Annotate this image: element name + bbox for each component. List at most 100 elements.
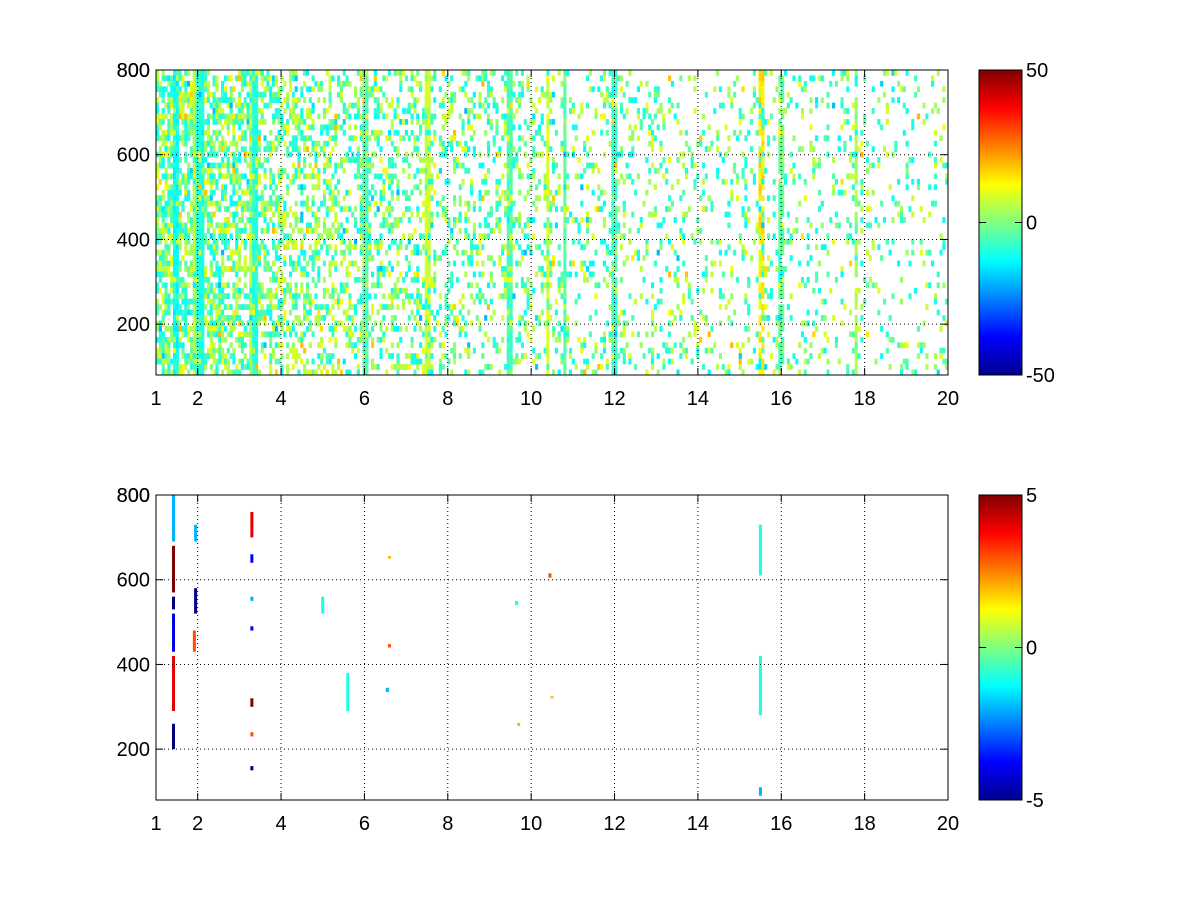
top-heatmap-cell — [195, 309, 199, 316]
top-heatmap-cell — [481, 293, 485, 300]
top-heatmap-cell — [537, 97, 541, 103]
top-heatmap-cell — [809, 255, 813, 261]
top-heatmap-cell — [563, 369, 567, 375]
top-heatmap-cell — [269, 309, 273, 316]
top-heatmap-cell — [305, 293, 310, 300]
top-heatmap-cell — [761, 293, 765, 300]
top-heatmap-cell — [662, 358, 666, 365]
top-heatmap-cell — [158, 86, 162, 93]
top-heatmap-cell — [404, 75, 409, 82]
top-heatmap-cell — [204, 233, 208, 240]
top-heatmap-cell — [311, 108, 315, 114]
top-heatmap-cell — [175, 195, 179, 202]
top-heatmap-cell — [387, 129, 392, 136]
top-heatmap-cell — [758, 168, 762, 174]
top-heatmap-cell — [229, 353, 233, 359]
top-heatmap-cell — [764, 304, 768, 310]
top-heatmap-cell — [682, 238, 686, 245]
top-heatmap-cell — [192, 217, 196, 223]
top-heatmap-cell — [325, 233, 329, 240]
top-heatmap-cell — [206, 168, 211, 174]
top-heatmap-cell — [407, 206, 411, 212]
top-heatmap-cell — [221, 184, 225, 191]
top-heatmap-cell — [585, 227, 590, 234]
top-heatmap-cell — [591, 129, 595, 136]
top-heatmap-cell — [305, 113, 310, 120]
top-heatmap-cell — [758, 70, 762, 76]
top-heatmap-cell — [390, 298, 394, 305]
top-heatmap-cell — [156, 304, 160, 310]
top-heatmap-cell — [240, 70, 244, 76]
top-heatmap-cell — [659, 276, 663, 283]
top-heatmap-cell — [501, 244, 505, 251]
top-heatmap-cell — [334, 135, 338, 142]
top-heatmap-cell — [288, 238, 293, 245]
top-heatmap-cell — [537, 266, 541, 272]
top-heatmap-cell — [215, 364, 219, 370]
top-heatmap-cell — [563, 244, 567, 251]
top-heatmap-cell — [778, 80, 782, 87]
top-heatmap-cell — [277, 119, 281, 125]
top-heatmap-cell — [300, 189, 304, 196]
top-heatmap-cell — [305, 227, 310, 234]
top-heatmap-cell — [529, 217, 533, 223]
top-heatmap-cell — [817, 75, 822, 82]
top-heatmap-cell — [249, 222, 253, 229]
top-heatmap-cell — [696, 353, 700, 359]
top-heatmap-cell — [478, 113, 482, 120]
top-heatmap-cell — [758, 80, 762, 87]
top-heatmap-cell — [509, 102, 513, 109]
top-heatmap-cell — [175, 358, 179, 365]
top-heatmap-cell — [447, 358, 451, 365]
top-heatmap-cell — [622, 260, 626, 267]
top-heatmap-cell — [195, 113, 199, 120]
top-heatmap-cell — [354, 173, 358, 180]
top-heatmap-cell — [325, 162, 329, 169]
top-heatmap-cell — [156, 266, 160, 272]
top-heatmap-cell — [342, 358, 346, 365]
top-heatmap-cell — [218, 347, 222, 354]
top-heatmap-cell — [274, 304, 278, 310]
top-heatmap-cell — [308, 124, 312, 131]
top-heatmap-cell — [195, 358, 199, 365]
top-heatmap-cell — [382, 222, 386, 229]
top-heatmap-cell — [393, 282, 397, 289]
top-heatmap-cell — [204, 75, 208, 82]
top-heatmap-cell — [172, 151, 177, 158]
top-heatmap-cell — [240, 364, 244, 370]
top-heatmap-cell — [696, 325, 700, 332]
top-heatmap-cell — [359, 293, 363, 300]
top-heatmap-cell — [303, 266, 307, 272]
top-heatmap-cell — [255, 233, 259, 240]
top-heatmap-cell — [201, 113, 205, 120]
top-heatmap-cell — [212, 238, 216, 245]
top-heatmap-cell — [682, 260, 686, 267]
top-heatmap-cell — [631, 255, 635, 261]
top-heatmap-cell — [354, 222, 358, 229]
top-heatmap-cell — [317, 276, 321, 283]
top-heatmap-cell — [826, 102, 830, 109]
top-heatmap-cell — [424, 211, 428, 218]
top-heatmap-cell — [223, 119, 228, 125]
top-heatmap-cell — [781, 206, 785, 212]
top-heatmap-cell — [580, 108, 584, 114]
top-heatmap-cell — [614, 238, 618, 245]
top-heatmap-cell — [161, 364, 165, 370]
top-heatmap-cell — [308, 320, 312, 327]
top-heatmap-cell — [271, 97, 276, 103]
top-heatmap-cell — [537, 178, 541, 185]
top-heatmap-cell — [249, 325, 253, 332]
top-heatmap-cell — [424, 293, 428, 300]
top-heatmap-cell — [232, 266, 236, 272]
top-heatmap-cell — [354, 124, 358, 131]
top-heatmap-cell — [489, 124, 493, 131]
top-heatmap-cell — [619, 108, 624, 114]
top-heatmap-cell — [221, 80, 225, 87]
top-heatmap-cell — [614, 206, 618, 212]
top-heatmap-cell — [718, 287, 723, 294]
top-heatmap-cell — [260, 238, 264, 245]
top-heatmap-cell — [249, 244, 253, 251]
top-heatmap-cell — [226, 304, 230, 310]
top-heatmap-cell — [317, 222, 321, 229]
top-heatmap-cell — [368, 189, 372, 196]
